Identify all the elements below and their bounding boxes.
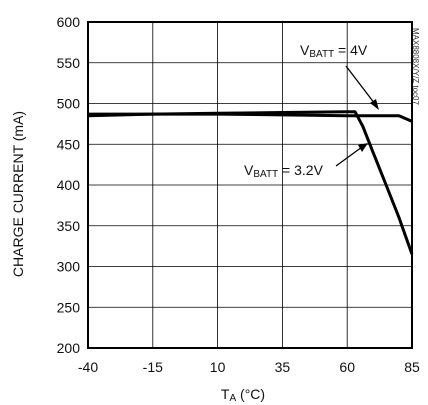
- x-axis-title: TA (°C): [221, 386, 265, 404]
- arrow-3-2v: [335, 143, 368, 167]
- y-axis-title: CHARGE CURRENT (mA): [10, 111, 26, 277]
- y-tick-label: 550: [57, 55, 81, 71]
- y-tick-label: 350: [57, 218, 81, 234]
- y-tick-label: 450: [57, 136, 81, 152]
- y-tick-labels: 200 250 300 350 400 450 500 550 600: [57, 14, 81, 356]
- y-tick-label: 500: [57, 96, 81, 112]
- grid-lines: [87, 21, 413, 349]
- y-tick-label: 200: [57, 340, 81, 356]
- x-tick-label: 60: [339, 359, 355, 375]
- x-tick-label: -40: [78, 359, 98, 375]
- series-label-4v: VBATT = 4V: [300, 42, 368, 60]
- y-tick-label: 600: [57, 14, 81, 30]
- series-label-3-2v: VBATT = 3.2V: [244, 162, 324, 180]
- y-tick-label: 300: [57, 259, 81, 275]
- y-tick-label: 400: [57, 177, 81, 193]
- y-tick-label: 250: [57, 299, 81, 315]
- x-tick-labels: -40 -15 10 35 60 85: [78, 359, 420, 375]
- x-tick-label: 35: [275, 359, 291, 375]
- plot-frame: [87, 21, 413, 349]
- x-tick-label: 10: [210, 359, 226, 375]
- series-line-3-2v: [87, 110, 414, 255]
- series-lines: [87, 110, 414, 255]
- x-tick-label: 85: [404, 359, 420, 375]
- arrow-4v: [345, 65, 379, 110]
- x-tick-label: -15: [143, 359, 163, 375]
- watermark: MAX8808X/Y/Z toc07: [411, 28, 420, 105]
